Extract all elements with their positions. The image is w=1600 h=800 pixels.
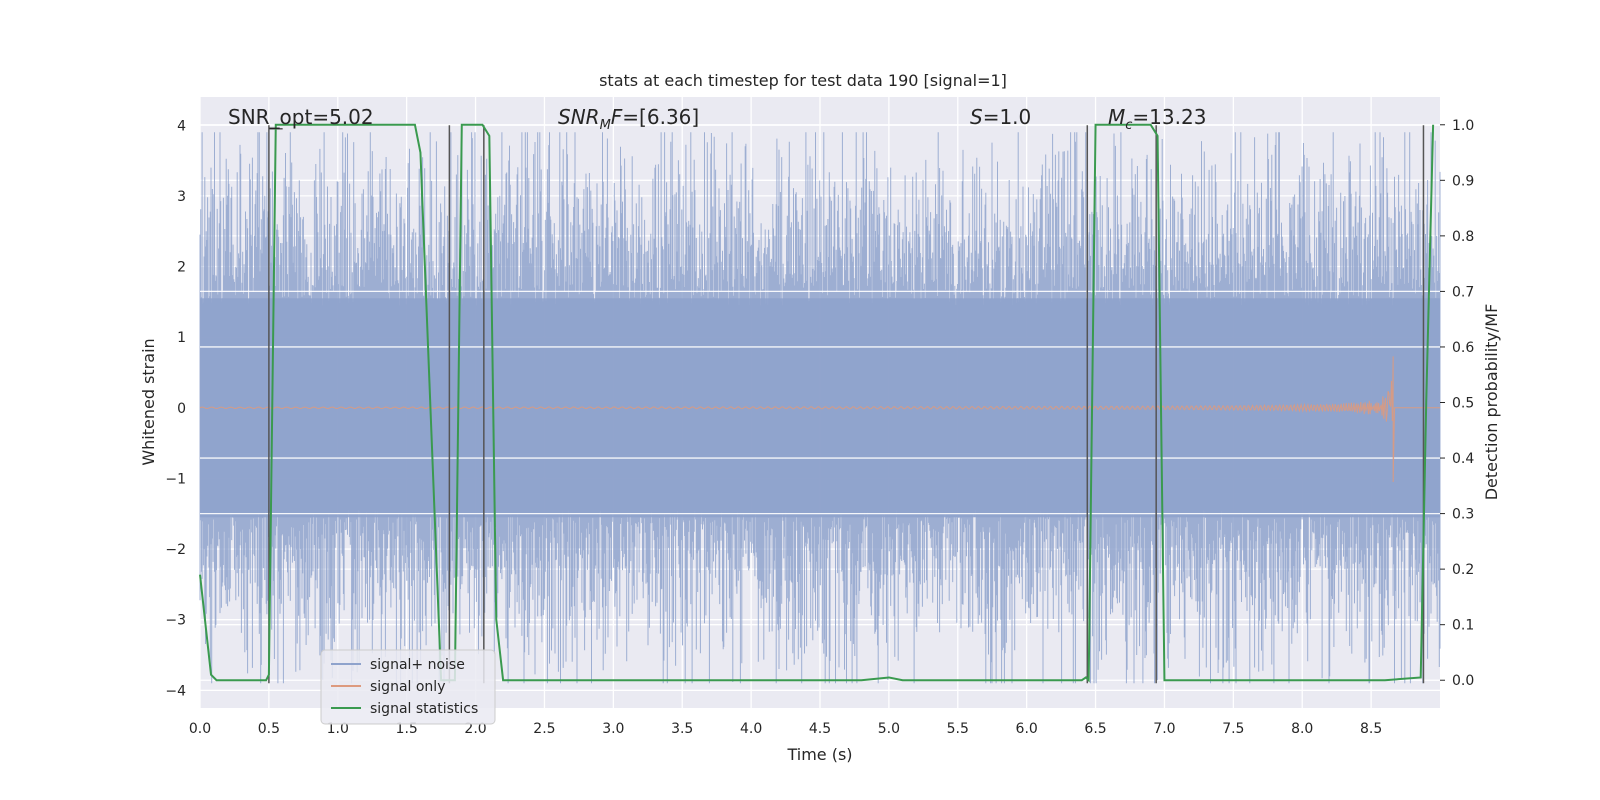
- y-left-tick-label: 3: [177, 189, 186, 205]
- x-tick-label: 6.0: [1016, 721, 1038, 737]
- legend-box: [320, 649, 496, 725]
- annotation-snr-mf-symbol: SNR: [558, 105, 600, 129]
- x-tick-label: 1.5: [396, 721, 418, 737]
- x-tick-label: 5.0: [878, 721, 900, 737]
- x-tick-label: 3.0: [602, 721, 624, 737]
- y-right-axis-label: Detection probability/MF: [1482, 304, 1501, 501]
- x-tick-label: 7.5: [1222, 721, 1244, 737]
- annotation-snr-mf-symbol2: F: [611, 105, 623, 129]
- y-left-tick-label: 1: [177, 330, 186, 346]
- y-right-axis-ticks: 0.0 0.1 0.2 0.3 0.4 0.5 0.6 0.7 0.8 0.9 1.0: [1440, 118, 1474, 689]
- x-tick-label: 2.5: [533, 721, 555, 737]
- y-left-tick-label: 4: [177, 118, 186, 134]
- y-left-tick-label: 2: [177, 260, 186, 276]
- x-tick-label: 1.0: [327, 721, 349, 737]
- x-tick-label: 0.0: [189, 721, 211, 737]
- annotation-snr-opt: SNR_opt=5.02: [228, 105, 374, 129]
- legend-label-signal-only: signal only: [370, 679, 445, 695]
- y-right-tick-label: 0.9: [1452, 173, 1474, 189]
- x-tick-label: 4.0: [740, 721, 762, 737]
- signal-only-series: [199, 356, 1440, 482]
- legend-label-signal-statistics: signal statistics: [370, 701, 478, 717]
- annotation-mc-subscript: c: [1125, 118, 1132, 133]
- annotation-s: S=1.0: [970, 105, 1031, 129]
- annotation-mc-symbol: M: [1108, 105, 1125, 129]
- y-left-tick-label: −4: [165, 683, 186, 699]
- chart-title: stats at each timestep for test data 190…: [599, 71, 1007, 90]
- y-left-tick-label: −3: [165, 613, 186, 629]
- x-tick-label: 8.0: [1291, 721, 1313, 737]
- annotation-snr-mf: SNRMF=[6.36]: [558, 105, 699, 133]
- y-left-axis-ticks: −4 −3 −2 −1 0 1 2 3 4: [165, 118, 186, 699]
- legend-label-signal-noise: signal+ noise: [370, 657, 465, 673]
- x-tick-label: 0.5: [258, 721, 280, 737]
- y-right-tick-label: 1.0: [1452, 118, 1474, 134]
- y-right-tick-label: 0.8: [1452, 229, 1474, 245]
- legend: signal+ noise signal only signal statist…: [320, 649, 496, 725]
- x-axis-ticks: 0.0 0.5 1.0 1.5 2.0 2.5 3.0 3.5 4.0 4.5 5.0 5.5 6.0 6…: [189, 721, 1382, 737]
- y-right-tick-label: 0.6: [1452, 340, 1474, 356]
- x-tick-label: 7.0: [1153, 721, 1175, 737]
- annotation-snr-mf-value: =[6.36]: [622, 105, 699, 129]
- annotation-snr-mf-subscript: M: [600, 118, 611, 133]
- y-left-tick-label: −1: [165, 471, 186, 487]
- y-right-tick-label: 0.5: [1452, 396, 1474, 412]
- y-right-tick-label: 0.2: [1452, 562, 1474, 578]
- annotation-s-symbol: S: [970, 105, 983, 129]
- y-right-tick-label: 0.3: [1452, 507, 1474, 523]
- annotation-mc-value: =13.23: [1132, 105, 1206, 129]
- y-left-tick-label: 0: [177, 401, 186, 417]
- y-right-tick-label: 0.7: [1452, 284, 1474, 300]
- signal-only-line: [199, 356, 1440, 482]
- x-tick-label: 8.5: [1360, 721, 1382, 737]
- annotation-mc: Mc=13.23: [1108, 105, 1206, 133]
- vertical-markers: [268, 125, 1425, 684]
- x-tick-label: 6.5: [1084, 721, 1106, 737]
- y-right-tick-label: 0.1: [1452, 618, 1474, 634]
- y-left-tick-label: −2: [165, 542, 186, 558]
- annotation-s-value: =1.0: [983, 105, 1032, 129]
- x-axis-label: Time (s): [786, 745, 852, 764]
- y-right-tick-label: 0.0: [1452, 673, 1474, 689]
- x-tick-label: 5.5: [947, 721, 969, 737]
- x-tick-label: 2.0: [464, 721, 486, 737]
- signal-statistics-line: [199, 123, 1435, 683]
- y-left-axis-label: Whitened strain: [139, 338, 158, 465]
- signal-statistics-series: [199, 123, 1435, 683]
- x-tick-label: 4.5: [809, 721, 831, 737]
- y-right-tick-label: 0.4: [1452, 451, 1474, 467]
- x-tick-label: 3.5: [671, 721, 693, 737]
